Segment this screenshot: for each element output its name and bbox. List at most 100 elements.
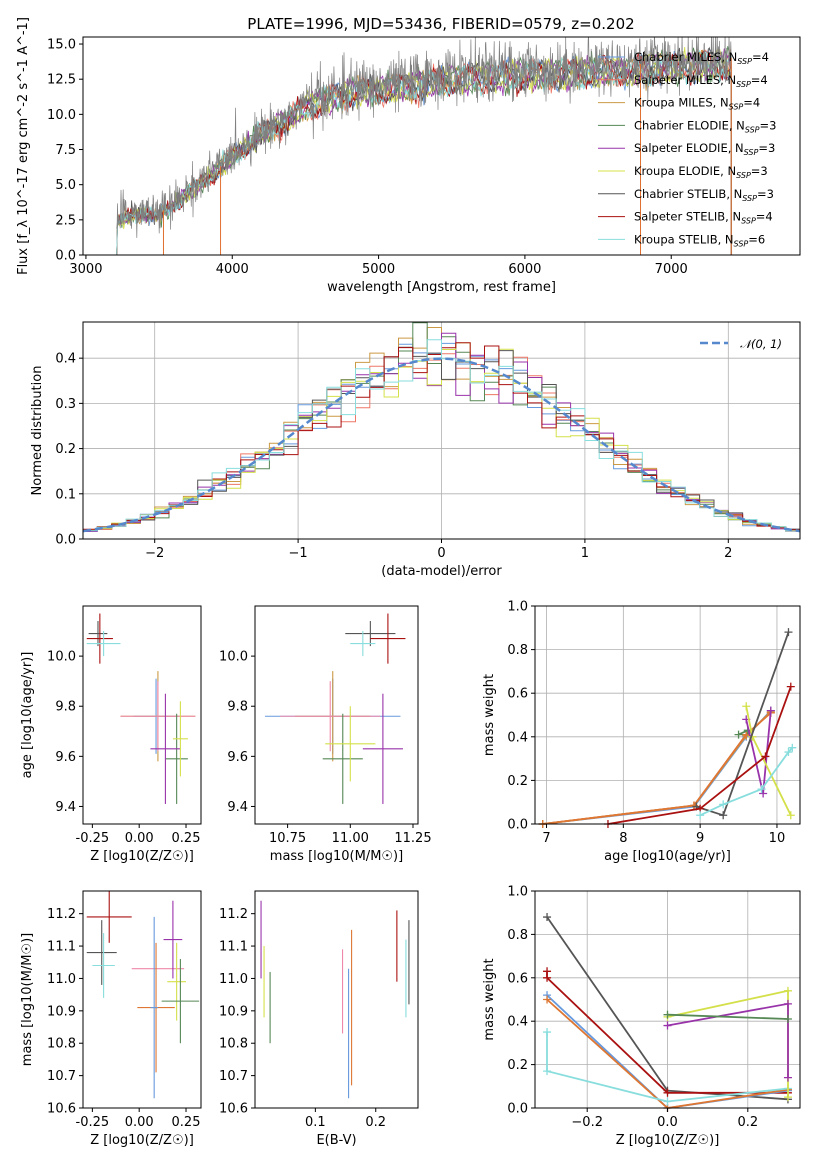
- y-tick-label: 2.5: [55, 213, 76, 228]
- plot-frame: [82, 36, 801, 256]
- y-tick-label: 0.4: [507, 1015, 528, 1030]
- y-tick-label: 0.0: [55, 249, 76, 264]
- x-tick-label: 10.75: [269, 831, 306, 846]
- x-tick-label: 0.0: [657, 1115, 678, 1130]
- legend-entry: Kroupa STELIB, NSSP=6: [634, 232, 765, 248]
- weight-marker: [759, 789, 768, 798]
- weight-marker: [663, 1021, 672, 1030]
- y-tick-label: 7.5: [55, 143, 76, 158]
- x-axis-label: age [log10(age/yr)]: [604, 849, 731, 864]
- spectrum-plot: [116, 37, 800, 255]
- y-tick-label: 10.0: [47, 650, 76, 665]
- errorbars-mass-age: [265, 613, 406, 804]
- weight-line: [546, 1032, 789, 1103]
- weights-age-weight: [538, 628, 797, 828]
- x-tick-label: 0.2: [737, 1115, 758, 1130]
- weight-marker: [786, 811, 795, 820]
- y-tick-label: 9.6: [227, 750, 248, 765]
- y-tick-label: 9.8: [227, 700, 248, 715]
- y-tick-label: 0.0: [507, 818, 528, 833]
- weight-marker: [719, 800, 728, 809]
- x-tick-label: 7: [542, 831, 550, 846]
- axes-age-weight: [535, 605, 800, 825]
- legend-entry: Chabrier STELIB, NSSP=3: [634, 187, 774, 203]
- x-axis-label: E(B-V): [316, 1133, 356, 1148]
- x-axis-label: mass [log10(M/M☉)]: [270, 849, 403, 864]
- weight-line: [542, 711, 772, 825]
- y-axis-label: mass weight: [482, 958, 497, 1040]
- y-tick-label: 11.0: [47, 972, 76, 987]
- figure-title: PLATE=1996, MJD=53436, FIBERID=0579, z=0…: [247, 15, 634, 33]
- y-tick-label: 11.2: [47, 907, 76, 922]
- y-tick-label: 0.8: [507, 928, 528, 943]
- weight-line: [607, 686, 792, 825]
- weight-line: [542, 712, 772, 825]
- x-tick-label: -0.25: [76, 1115, 110, 1130]
- weight-marker: [696, 811, 705, 820]
- x-tick-label: 3000: [69, 262, 102, 277]
- x-tick-label: 5000: [362, 262, 395, 277]
- y-axis-label: mass [log10(M/M☉)]: [20, 933, 35, 1066]
- frame-mass-age: 10.75 11.00 11.25 9.4 9.6 9.8 10.0 mass [log10(…: [219, 605, 432, 864]
- y-axis-label: Normed distribution: [30, 366, 45, 496]
- x-tick-label: 7000: [655, 262, 688, 277]
- weight-marker: [783, 986, 792, 995]
- weight-marker: [663, 1088, 672, 1097]
- y-tick-label: 10.7: [219, 1069, 248, 1084]
- frame-Z-age: -0.25 0.00 0.25 9.4 9.6 9.8 10.0 Z [log10(Z/Z☉)…: [20, 605, 202, 864]
- x-tick-label: 11.25: [394, 831, 431, 846]
- x-tick-label: 4000: [216, 262, 249, 277]
- weight-marker: [786, 682, 795, 691]
- legend-entry: Chabrier MILES, NSSP=4: [634, 50, 769, 66]
- y-tick-label: 5.0: [55, 178, 76, 193]
- x-tick-label: 9: [696, 831, 704, 846]
- y-tick-label: 10.0: [219, 650, 248, 665]
- x-axis-label: (data-model)/error: [381, 564, 502, 579]
- y-tick-label: 9.4: [227, 800, 248, 815]
- x-axis-label: Z [log10(Z/Z☉)]: [90, 1133, 194, 1148]
- y-tick-label: 0.3: [55, 397, 76, 412]
- x-tick-label: 0.2: [365, 1115, 386, 1130]
- frame-Z-weight: −0.2 0.0 0.2 0.0 0.2 0.4 0.6 0.8 1.0 Z [log10(Z/Z…: [482, 885, 801, 1148]
- weight-line: [699, 747, 793, 817]
- y-tick-label: 9.8: [55, 700, 76, 715]
- gaussian-curve: [83, 357, 800, 533]
- y-tick-label: 0.4: [55, 352, 76, 367]
- weight-marker: [783, 1093, 792, 1102]
- y-axis-label: age [log10(age/yr)]: [20, 652, 35, 779]
- residual-histogram: [83, 339, 800, 533]
- y-tick-label: 0.4: [507, 730, 528, 745]
- x-axis-label: wavelength [Angstrom, rest frame]: [327, 280, 556, 295]
- weight-marker: [543, 995, 552, 1004]
- weight-marker: [757, 785, 766, 794]
- weight-marker: [543, 913, 552, 922]
- y-tick-label: 10.7: [47, 1069, 76, 1084]
- y-tick-label: 0.2: [507, 774, 528, 789]
- plot-frame: [254, 890, 419, 1109]
- weight-line: [745, 706, 792, 816]
- y-tick-label: 15.0: [47, 38, 76, 53]
- legend-entry: Kroupa MILES, NSSP=4: [634, 96, 760, 112]
- y-tick-label: 10.9: [219, 1004, 248, 1019]
- y-tick-label: 11.0: [219, 972, 248, 987]
- residual-legend: 𝒩(0, 1): [700, 337, 782, 351]
- errorbars-Z-mass: [86, 891, 200, 1099]
- x-axis-label: Z [log10(Z/Z☉)]: [90, 849, 194, 864]
- legend-entry: Salpeter MILES, NSSP=4: [634, 73, 768, 89]
- weight-line: [667, 1013, 789, 1020]
- weight-marker: [783, 1073, 792, 1082]
- y-tick-label: 0.6: [507, 687, 528, 702]
- x-tick-label: 1: [581, 546, 589, 561]
- y-axis-label: Flux [f_λ 10^-17 erg cm^-2 s^-1 A^-1]: [16, 17, 31, 275]
- weight-marker: [719, 811, 728, 820]
- weight-line: [738, 729, 749, 736]
- y-tick-label: 0.1: [55, 487, 76, 502]
- x-tick-label: −2: [145, 546, 164, 561]
- weight-marker: [783, 999, 792, 1008]
- plot-frame: [82, 890, 202, 1109]
- weight-line: [542, 709, 772, 825]
- weight-marker: [766, 706, 775, 715]
- x-tick-label: 0: [437, 546, 445, 561]
- frame-EBV-mass: 0.1 0.2 10.6 10.7 10.8 10.9 11.0 11.1 11.2 E(B-V): [219, 890, 419, 1148]
